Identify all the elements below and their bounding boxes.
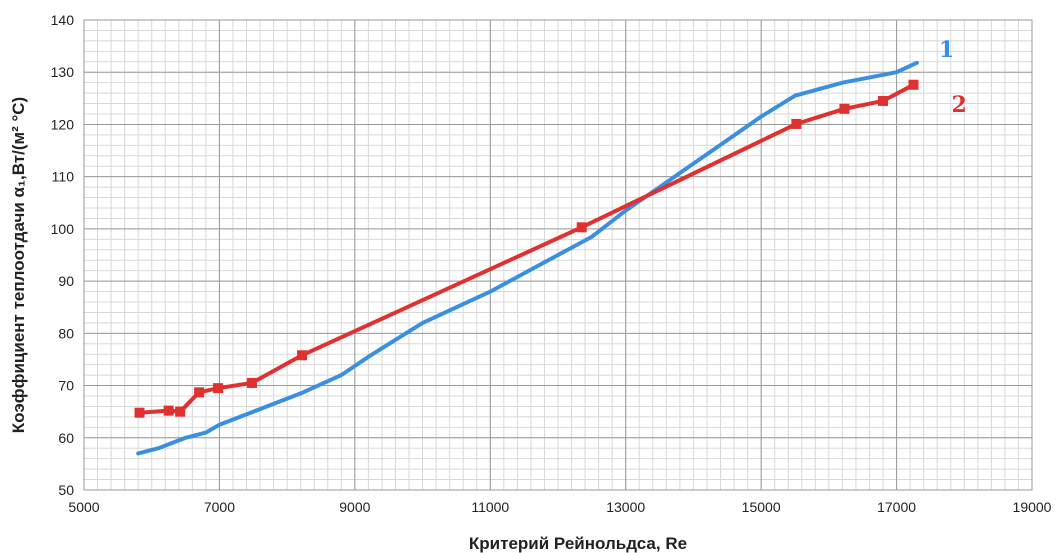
series-layer	[134, 60, 919, 456]
data-point	[908, 79, 919, 90]
y-tick-label: 110	[52, 169, 75, 185]
series-1	[136, 60, 919, 456]
x-tick-label: 9000	[339, 499, 370, 515]
x-tick-label: 11000	[471, 499, 509, 515]
y-tick-label: 70	[58, 378, 74, 394]
x-axis-title: Критерий Рейнольдса, Re	[469, 534, 687, 553]
y-tick-label: 120	[51, 116, 75, 132]
x-tick-label: 13000	[606, 499, 645, 515]
x-tick-label: 15000	[742, 499, 781, 515]
x-axis-ticks: 5000 7000 9000 11000 13000 15000 17000 19000	[68, 499, 1051, 515]
series-2	[134, 79, 919, 418]
x-tick-label: 5000	[68, 499, 99, 515]
data-point	[297, 350, 308, 361]
data-point	[246, 377, 257, 388]
y-axis-ticks: 50 60 70 80 90 100 110 120 130 140	[51, 12, 75, 498]
y-tick-label: 60	[58, 430, 74, 446]
y-tick-label: 80	[58, 325, 74, 341]
y-tick-label: 100	[51, 221, 75, 237]
data-point	[175, 406, 186, 417]
y-axis-title: Коэффициент теплоотдачи α₁,Вт/(м² °С)	[9, 97, 28, 433]
x-tick-label: 17000	[877, 499, 916, 515]
series-labels: 12	[939, 37, 967, 118]
series-line-2	[137, 82, 916, 415]
x-tick-label: 7000	[204, 499, 235, 515]
plot-area-border	[83, 19, 1033, 491]
data-point	[791, 118, 802, 129]
data-point	[213, 383, 224, 394]
y-tick-label: 130	[51, 64, 75, 80]
data-point	[163, 405, 174, 416]
data-point	[839, 103, 850, 114]
series-label-1: 1	[939, 37, 954, 63]
series-line-1	[136, 60, 919, 456]
data-point	[576, 222, 587, 233]
y-tick-label: 90	[58, 273, 74, 289]
data-point	[194, 387, 205, 398]
x-tick-label: 19000	[1013, 499, 1052, 515]
y-tick-label: 140	[51, 12, 75, 28]
data-point	[878, 95, 889, 106]
major-gridlines	[83, 19, 1033, 491]
data-point	[134, 407, 145, 418]
y-tick-label: 50	[58, 482, 74, 498]
series-label-2: 2	[952, 92, 967, 118]
